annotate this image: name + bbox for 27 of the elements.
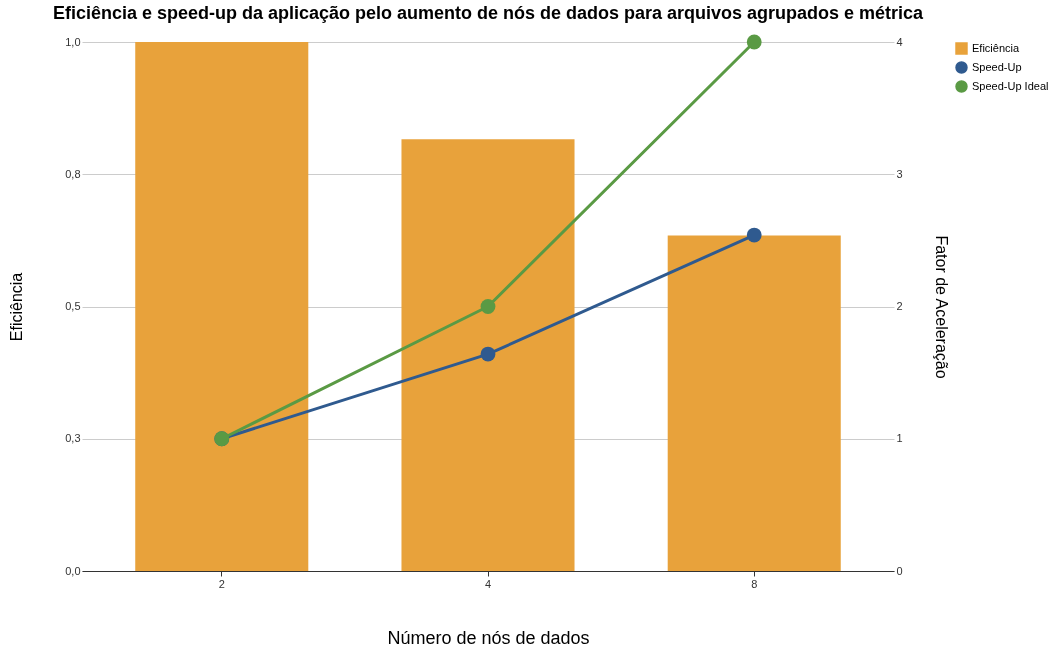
y2-tick-label: 0 [896,564,903,577]
y-tick-label: 0,8 [65,167,81,180]
point [480,346,496,362]
y2-tick-label: 2 [896,300,903,312]
y-tick-label: 0,3 [65,432,81,445]
y2-axis-title: Fator de Aceleração [932,235,950,379]
y-axis-title: Eficiência [8,272,26,342]
legend-label: Eficiência [972,41,1020,54]
point [746,34,762,50]
legend-label: Speed-Up [972,60,1022,73]
x-tick-label: 2 [218,577,225,590]
chart-title: Eficiência e speed-up da aplicação pelo aumento de nós de dados para arquivos agrupados e métrica [52,2,925,23]
x-tick-label: 8 [751,577,758,590]
y2-tick-label: 4 [896,35,903,48]
y-tick-label: 0,0 [65,564,81,577]
x-tick-label: 4 [484,577,492,590]
bar [401,139,575,571]
y2-tick-label: 1 [896,432,903,445]
x-axis-title: Número de nós de dados [387,627,590,648]
y-tick-label: 0,5 [65,300,81,312]
point [746,227,762,243]
legend-label: Speed-Up Ideal [972,79,1049,92]
bar [667,235,841,571]
y2-tick-label: 3 [896,167,903,180]
y-tick-label: 1,0 [65,35,81,48]
bar [135,42,309,571]
point [480,299,496,314]
